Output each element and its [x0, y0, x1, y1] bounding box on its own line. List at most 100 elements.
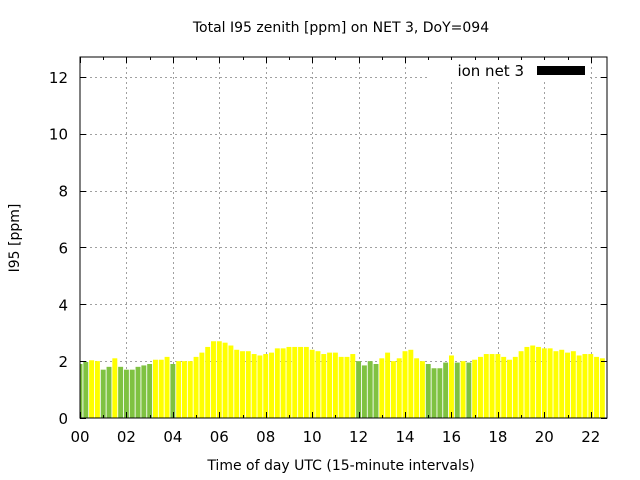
bar — [309, 349, 315, 418]
bar — [338, 356, 344, 418]
bar — [344, 356, 350, 418]
bar — [170, 363, 176, 418]
bar — [547, 348, 553, 418]
x-axis-label: Time of day UTC (15-minute intervals) — [206, 458, 474, 474]
bar — [565, 352, 570, 418]
bar — [286, 346, 292, 418]
bar — [460, 361, 466, 418]
x-tick-label: 16 — [442, 428, 461, 446]
bar — [582, 354, 588, 418]
bar — [379, 358, 385, 418]
bar — [135, 366, 141, 418]
bar — [408, 349, 414, 418]
bar — [553, 351, 559, 418]
x-tick-label: 22 — [581, 428, 600, 446]
bar — [123, 369, 129, 418]
y-tick-label: 8 — [58, 183, 68, 201]
bar — [466, 362, 472, 418]
legend-swatch — [537, 66, 585, 75]
x-tick-label: 12 — [349, 428, 368, 446]
x-tick-label: 06 — [210, 428, 229, 446]
legend: ion net 3 — [428, 60, 590, 82]
bar — [385, 352, 391, 418]
bar — [89, 360, 95, 418]
x-tick-label: 14 — [395, 428, 414, 446]
y-tick-labels: 0 2 4 6 8 10 12 — [49, 69, 68, 428]
bar — [599, 358, 605, 418]
bar — [100, 369, 106, 418]
bar — [419, 361, 425, 418]
bar — [448, 355, 454, 418]
bar — [315, 351, 321, 418]
bar — [147, 363, 153, 418]
bar — [559, 349, 565, 418]
legend-background — [428, 60, 590, 82]
bar — [588, 354, 594, 418]
bar — [234, 349, 240, 418]
y-tick-label: 0 — [58, 410, 68, 428]
bar — [158, 359, 164, 418]
bar — [443, 362, 449, 418]
bar — [251, 354, 257, 418]
bar — [280, 348, 286, 418]
bar — [524, 346, 530, 418]
bar — [495, 354, 501, 418]
x-tick-label: 18 — [488, 428, 507, 446]
bar — [193, 356, 199, 418]
x-tick-label: 10 — [303, 428, 322, 446]
bar — [222, 342, 228, 418]
bar — [187, 361, 193, 418]
bar — [321, 354, 327, 418]
bars — [80, 341, 605, 418]
x-tick-label: 20 — [535, 428, 554, 446]
y-tick-label: 6 — [58, 239, 68, 257]
x-tick-label: 02 — [117, 428, 136, 446]
bar — [361, 365, 367, 418]
bar — [274, 348, 280, 418]
y-tick-label: 12 — [49, 69, 68, 87]
bar — [425, 363, 431, 418]
bar — [257, 355, 263, 418]
bar — [216, 341, 222, 418]
x-tick-label: 08 — [256, 428, 275, 446]
bar — [303, 346, 309, 418]
bar — [541, 348, 547, 418]
bar — [512, 356, 518, 418]
bar — [240, 351, 245, 418]
bar — [478, 356, 483, 418]
bar — [129, 369, 135, 418]
x-tick-label: 00 — [70, 428, 89, 446]
bar — [199, 352, 205, 418]
bar — [152, 359, 158, 418]
bar — [530, 345, 536, 418]
x-tick-labels: 00 02 04 06 08 10 12 14 16 18 20 22 — [70, 428, 600, 446]
bar — [373, 363, 379, 418]
bar — [472, 359, 478, 418]
y-axis-label: I95 [ppm] — [7, 204, 23, 273]
x-tick-label: 04 — [163, 428, 182, 446]
bar — [80, 363, 83, 418]
bar — [176, 361, 182, 418]
chart-title: Total I95 zenith [ppm] on NET 3, DoY=094 — [192, 20, 489, 36]
bar — [327, 352, 333, 418]
bar — [576, 355, 582, 418]
bar — [518, 351, 524, 418]
bar — [118, 366, 124, 418]
bar — [356, 361, 362, 418]
plot-frame — [79, 56, 608, 419]
bar — [501, 356, 507, 418]
bar — [141, 365, 147, 418]
y-tick-label: 4 — [58, 296, 68, 314]
bar — [211, 341, 216, 418]
bar — [367, 361, 373, 418]
bar — [437, 368, 443, 418]
y-tick-label: 2 — [58, 353, 68, 371]
bar — [402, 351, 408, 418]
bar — [507, 359, 512, 418]
bar — [570, 351, 576, 418]
bar — [263, 354, 269, 418]
bar — [269, 352, 274, 418]
y-tick-label: 10 — [49, 126, 68, 144]
bar — [205, 346, 211, 418]
